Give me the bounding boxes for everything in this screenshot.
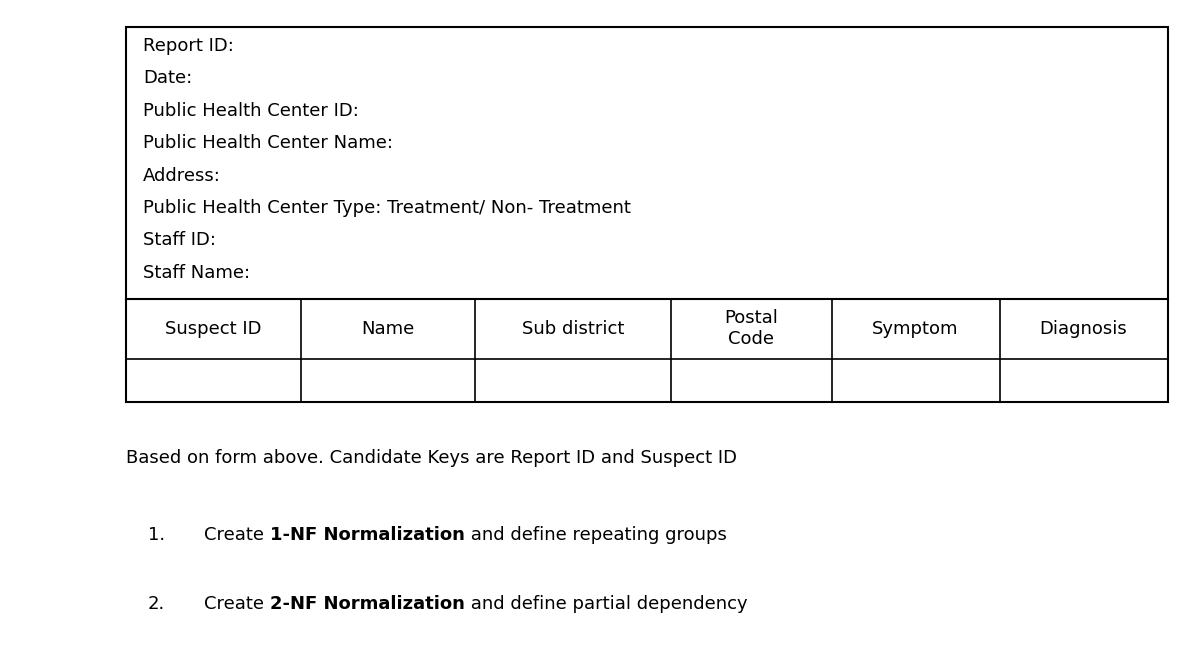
Text: Create: Create xyxy=(204,595,270,614)
Text: 1-NF Normalization: 1-NF Normalization xyxy=(270,525,464,544)
Text: Postal
Code: Postal Code xyxy=(725,309,778,348)
Text: Suspect ID: Suspect ID xyxy=(166,319,262,338)
Text: Symptom: Symptom xyxy=(872,319,959,338)
Text: Create: Create xyxy=(204,525,270,544)
Text: Name: Name xyxy=(361,319,415,338)
Text: Staff Name:: Staff Name: xyxy=(143,264,250,282)
Text: and define repeating groups: and define repeating groups xyxy=(464,525,726,544)
Text: Public Health Center Type: Treatment/ Non- Treatment: Public Health Center Type: Treatment/ No… xyxy=(143,199,631,217)
Bar xyxy=(126,27,1168,402)
Text: 2-NF Normalization: 2-NF Normalization xyxy=(270,595,464,614)
Text: Based on form above. Candidate Keys are Report ID and Suspect ID: Based on form above. Candidate Keys are … xyxy=(126,449,737,467)
Text: Public Health Center ID:: Public Health Center ID: xyxy=(143,102,359,120)
Text: 1.: 1. xyxy=(148,525,164,544)
Text: Date:: Date: xyxy=(143,70,192,88)
Text: 2.: 2. xyxy=(148,595,164,614)
Text: Diagnosis: Diagnosis xyxy=(1039,319,1128,338)
Text: Staff ID:: Staff ID: xyxy=(143,232,216,250)
Text: Report ID:: Report ID: xyxy=(143,37,234,55)
Text: Sub district: Sub district xyxy=(522,319,624,338)
Text: Public Health Center Name:: Public Health Center Name: xyxy=(143,134,392,152)
Text: Address:: Address: xyxy=(143,167,221,185)
Text: and define partial dependency: and define partial dependency xyxy=(464,595,748,614)
